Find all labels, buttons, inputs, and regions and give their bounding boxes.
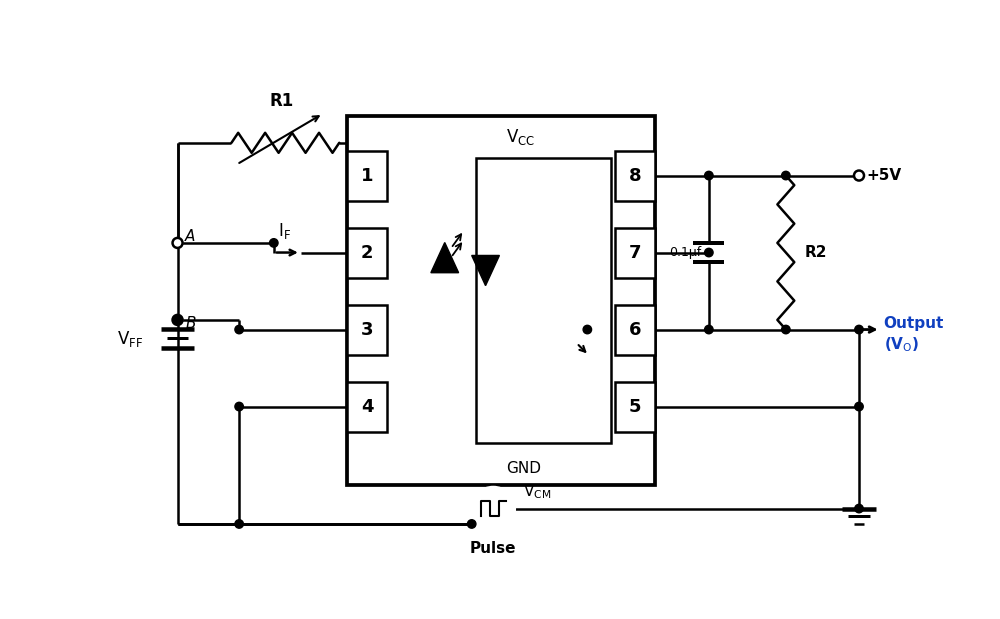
Text: (V$_{\rm O}$): (V$_{\rm O}$)	[884, 335, 919, 354]
Text: A: A	[185, 229, 196, 245]
Circle shape	[855, 326, 863, 334]
Circle shape	[173, 316, 182, 324]
Circle shape	[235, 402, 243, 411]
Text: R2: R2	[805, 245, 828, 260]
FancyBboxPatch shape	[615, 228, 655, 277]
Text: R1: R1	[269, 92, 294, 110]
Circle shape	[855, 402, 863, 411]
Circle shape	[173, 315, 183, 325]
Circle shape	[173, 238, 183, 248]
Circle shape	[472, 487, 515, 530]
Polygon shape	[431, 243, 459, 273]
Text: Output: Output	[884, 316, 944, 331]
Circle shape	[705, 171, 713, 180]
Circle shape	[235, 326, 243, 334]
FancyBboxPatch shape	[347, 228, 387, 277]
Circle shape	[705, 248, 713, 257]
Circle shape	[854, 170, 864, 181]
Text: 0.1µf: 0.1µf	[669, 246, 701, 259]
FancyBboxPatch shape	[615, 305, 655, 355]
Text: 4: 4	[361, 397, 373, 415]
Circle shape	[705, 326, 713, 334]
Text: I$_{\rm F}$: I$_{\rm F}$	[278, 221, 291, 241]
Text: 2: 2	[361, 243, 373, 262]
Polygon shape	[502, 313, 536, 347]
FancyBboxPatch shape	[347, 381, 387, 431]
Text: 5: 5	[629, 397, 641, 415]
Circle shape	[270, 239, 278, 247]
Text: 6: 6	[629, 321, 641, 339]
FancyBboxPatch shape	[347, 305, 387, 355]
Text: 3: 3	[361, 321, 373, 339]
Circle shape	[782, 171, 790, 180]
Text: +5V: +5V	[867, 168, 902, 183]
Text: 7: 7	[629, 243, 641, 262]
Text: V$_{\rm FF}$: V$_{\rm FF}$	[117, 329, 143, 349]
Text: 1: 1	[361, 167, 373, 184]
FancyBboxPatch shape	[615, 150, 655, 201]
FancyBboxPatch shape	[347, 116, 655, 485]
Circle shape	[235, 520, 243, 528]
FancyBboxPatch shape	[476, 158, 611, 443]
Polygon shape	[472, 256, 499, 285]
Text: V$_{\rm CC}$: V$_{\rm CC}$	[506, 128, 535, 147]
Circle shape	[855, 504, 863, 513]
Text: Pulse: Pulse	[470, 541, 516, 556]
Circle shape	[782, 326, 790, 334]
FancyBboxPatch shape	[615, 381, 655, 431]
FancyBboxPatch shape	[347, 150, 387, 201]
Text: B: B	[185, 316, 196, 331]
Text: 8: 8	[629, 167, 641, 184]
Text: V$_{\rm CM}$: V$_{\rm CM}$	[523, 482, 551, 501]
Circle shape	[467, 520, 476, 528]
Text: GND: GND	[507, 461, 542, 476]
Circle shape	[173, 316, 182, 324]
Circle shape	[583, 326, 592, 334]
